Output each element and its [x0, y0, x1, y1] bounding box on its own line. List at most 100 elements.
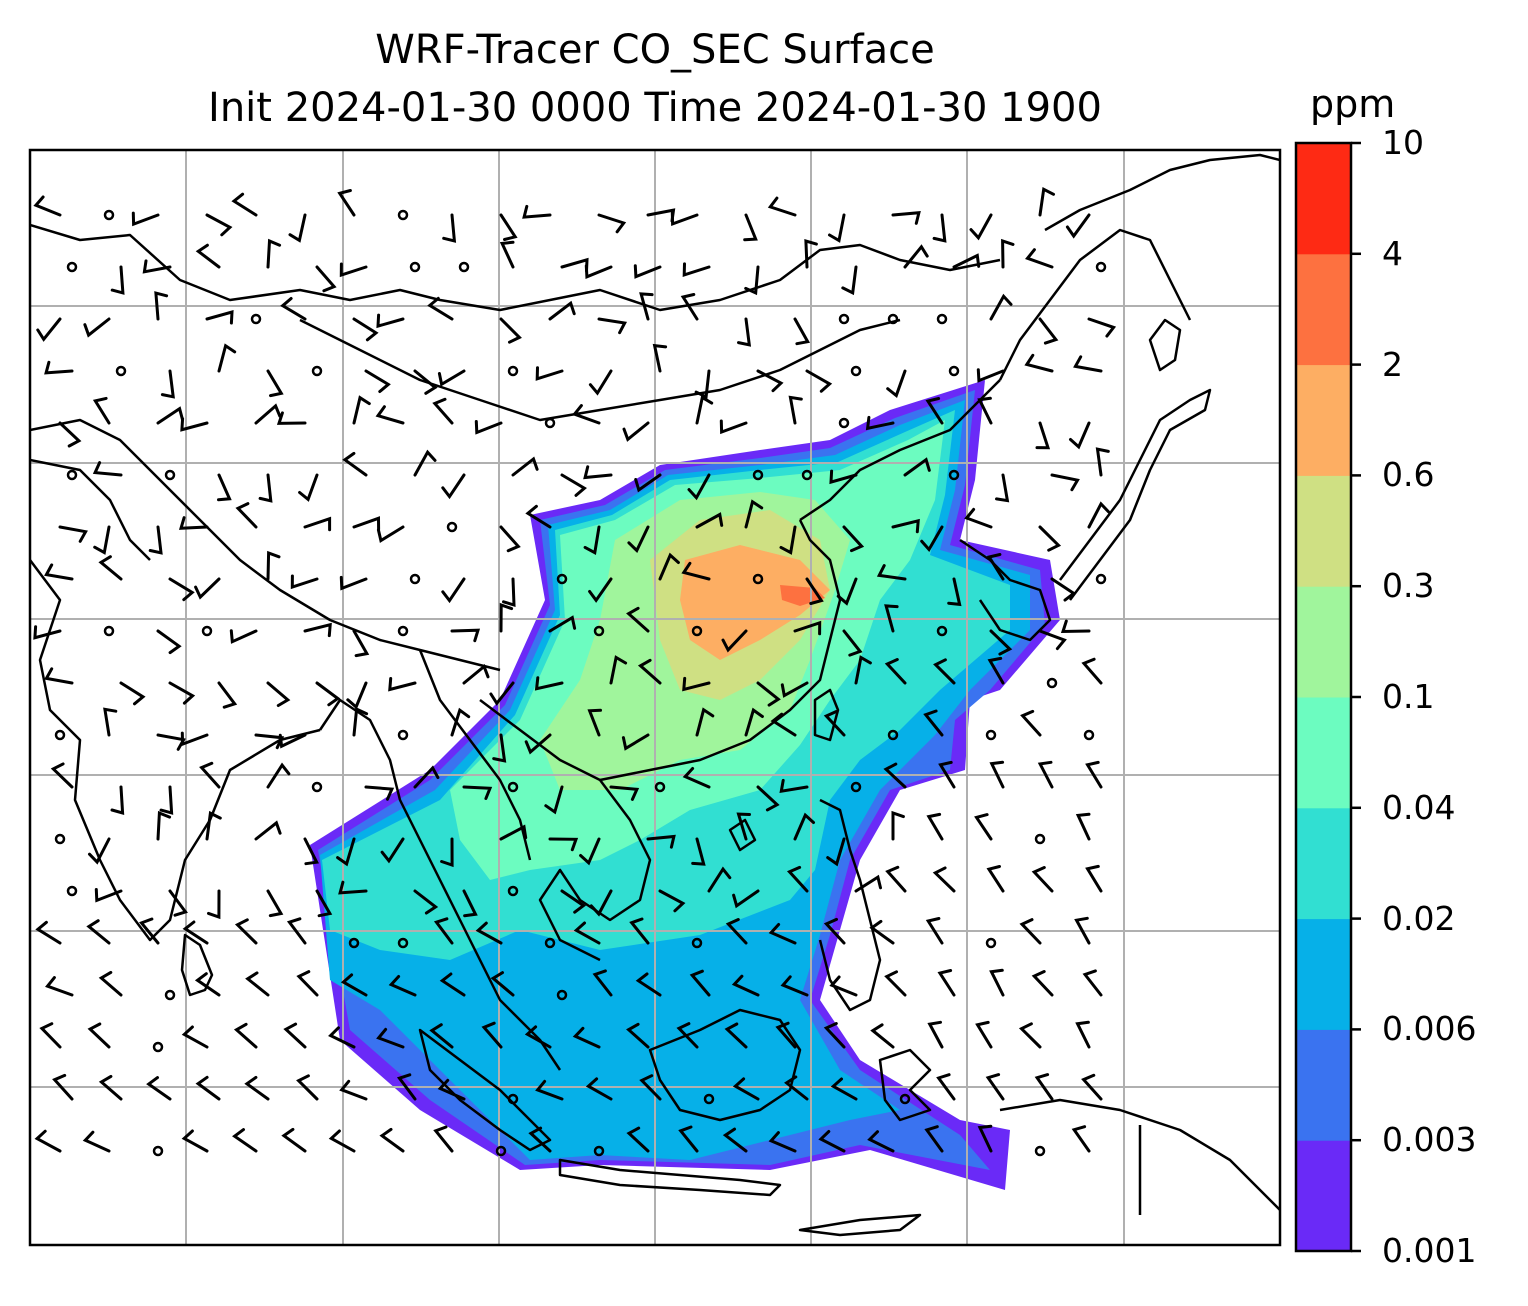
wind-barb [266, 238, 282, 269]
wind-barb [528, 1126, 552, 1153]
calm-wind-marker [397, 209, 409, 221]
calm-wind-marker [1034, 1145, 1046, 1157]
calm-wind-marker [948, 469, 960, 481]
wind-barb [315, 889, 333, 918]
wind-barb [779, 778, 809, 794]
calm-wind-marker [850, 781, 862, 793]
wind-barb [585, 1077, 613, 1101]
wind-barb [932, 213, 947, 243]
wind-barb [413, 889, 439, 915]
wind-barb [168, 681, 196, 705]
calm-wind-marker [691, 625, 703, 637]
wind-barb [94, 888, 123, 903]
wind-barb [920, 525, 944, 553]
calm-wind-marker [348, 937, 360, 949]
wind-barb [231, 192, 258, 217]
calm-wind-marker [593, 625, 605, 637]
wind-barb [1038, 525, 1062, 552]
calm-wind-marker [752, 573, 764, 585]
wind-barb [413, 449, 437, 477]
wind-barb [336, 837, 356, 867]
wind-barb [689, 969, 711, 997]
wind-barb [548, 837, 579, 852]
colorbar-segment [1296, 1140, 1351, 1252]
wind-barb [159, 785, 174, 815]
wind-barb [338, 880, 368, 895]
colorbar-tick-label: 0.3 [1382, 566, 1435, 606]
calm-wind-marker [201, 625, 213, 637]
wind-barb [1095, 447, 1110, 477]
wind-barb [535, 1079, 564, 1101]
coastline-sulawesi [878, 1048, 932, 1122]
wind-barb [676, 1022, 699, 1049]
wind-barb [234, 918, 258, 945]
wind-barb [784, 1075, 809, 1101]
calm-wind-marker [1095, 261, 1107, 273]
wind-barb [629, 917, 650, 945]
wind-barb [254, 820, 282, 841]
wind-barb [44, 563, 74, 581]
coastline-philippines [818, 798, 882, 1012]
coastline-hokkaido [1148, 318, 1182, 372]
wind-barb [1025, 248, 1054, 269]
wind-barb [544, 785, 564, 815]
calm-wind-marker [556, 989, 568, 1001]
wind-barb [217, 343, 237, 373]
wind-barb [923, 709, 944, 737]
calm-wind-marker [152, 1041, 164, 1053]
calm-wind-marker [1034, 833, 1046, 845]
wind-barb [793, 317, 811, 346]
wind-barb [627, 525, 650, 554]
calm-wind-marker [152, 1145, 164, 1157]
wind-barb [1038, 629, 1067, 651]
calm-wind-marker [985, 729, 997, 741]
map-title-line2: Init 2024-01-30 0000 Time 2024-01-30 190… [208, 85, 1102, 131]
wind-barb [178, 516, 209, 530]
concentration-field [310, 380, 1060, 1190]
wind-barb [1073, 355, 1103, 373]
wind-barb [339, 1079, 368, 1101]
wind-barb [489, 681, 515, 706]
wind-barb [229, 629, 258, 644]
wind-barb [646, 208, 676, 223]
colorbar-segment [1296, 918, 1351, 1030]
wind-barb [36, 317, 62, 342]
wind-barb [50, 762, 74, 789]
wind-barb [352, 516, 381, 531]
wind-barb [437, 369, 466, 387]
calm-wind-marker [397, 625, 409, 637]
wind-barb [947, 577, 962, 607]
wind-barb [927, 1020, 944, 1049]
wind-barb [58, 421, 82, 448]
wind-barb [926, 812, 944, 841]
wind-barb [413, 369, 438, 395]
wind-barb [88, 837, 111, 865]
wind-barb [525, 504, 552, 529]
wind-barb [1082, 969, 1103, 997]
calm-wind-marker [703, 1093, 715, 1105]
wind-barb [233, 1022, 258, 1049]
wind-barb [1031, 970, 1054, 997]
colorbar-segment [1296, 586, 1351, 698]
wind-barb [450, 628, 481, 643]
wind-barb [682, 676, 711, 692]
wind-barb [637, 658, 662, 685]
wind-barb [964, 507, 993, 529]
wind-barb [780, 681, 809, 698]
wind-barb [35, 920, 62, 945]
wind-barb [205, 213, 233, 237]
calm-wind-marker [544, 417, 556, 429]
colorbar-segment [1296, 143, 1351, 255]
wind-barb [1071, 1125, 1091, 1153]
border-mongolia [299, 318, 901, 422]
wind-barb [989, 629, 1013, 656]
wind-barb [583, 525, 601, 556]
calm-wind-marker [66, 469, 78, 481]
wind-barb [499, 824, 528, 841]
calm-wind-marker [801, 469, 813, 481]
wind-barb [346, 681, 368, 710]
wind-barb [92, 461, 123, 477]
calm-wind-marker [1083, 729, 1095, 741]
wind-barb [39, 1022, 62, 1049]
wind-barb [195, 1075, 221, 1101]
